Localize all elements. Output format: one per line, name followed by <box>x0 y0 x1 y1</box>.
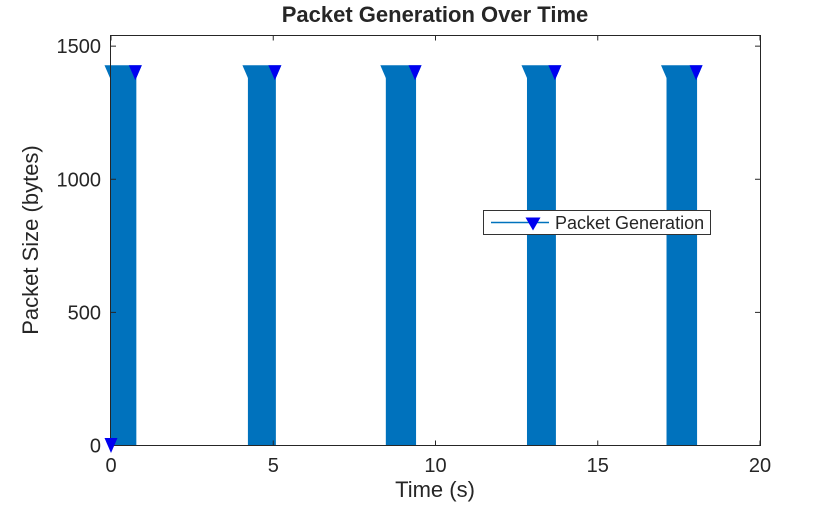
x-tick-label: 10 <box>424 455 446 477</box>
y-tick-label: 1500 <box>57 36 102 58</box>
y-tick-label: 0 <box>90 436 101 458</box>
x-tick-label: 15 <box>587 455 609 477</box>
stem-burst-bar <box>385 72 417 446</box>
stem-marker-icon <box>128 65 142 81</box>
legend: Packet Generation <box>483 210 711 235</box>
legend-entry-label: Packet Generation <box>555 213 704 233</box>
x-tick-label: 0 <box>105 455 116 477</box>
y-tick-label: 500 <box>68 302 101 324</box>
stem-burst-bar <box>666 72 698 446</box>
stem-burst-bar <box>526 72 556 446</box>
stem-burst-bar <box>247 72 276 446</box>
stem-marker-icon <box>689 65 703 81</box>
chart-title: Packet Generation Over Time <box>282 2 589 27</box>
stem-burst-bar <box>110 72 137 446</box>
stem-marker-icon <box>408 65 422 81</box>
stem-marker-icon <box>268 65 282 81</box>
axes-box <box>110 35 761 446</box>
y-axis-label: Packet Size (bytes) <box>18 145 43 335</box>
plot-area: 0 5 10 15 20 0 500 1000 1500 <box>57 35 771 477</box>
x-tick-label: 5 <box>268 455 279 477</box>
x-axis-label: Time (s) <box>395 477 475 502</box>
y-tick-label: 1000 <box>57 169 102 191</box>
x-tick-label: 20 <box>749 455 771 477</box>
stem-marker-icon <box>548 65 562 81</box>
origin-marker-icon <box>104 438 118 453</box>
legend-triangle-down-marker-icon <box>525 217 541 231</box>
